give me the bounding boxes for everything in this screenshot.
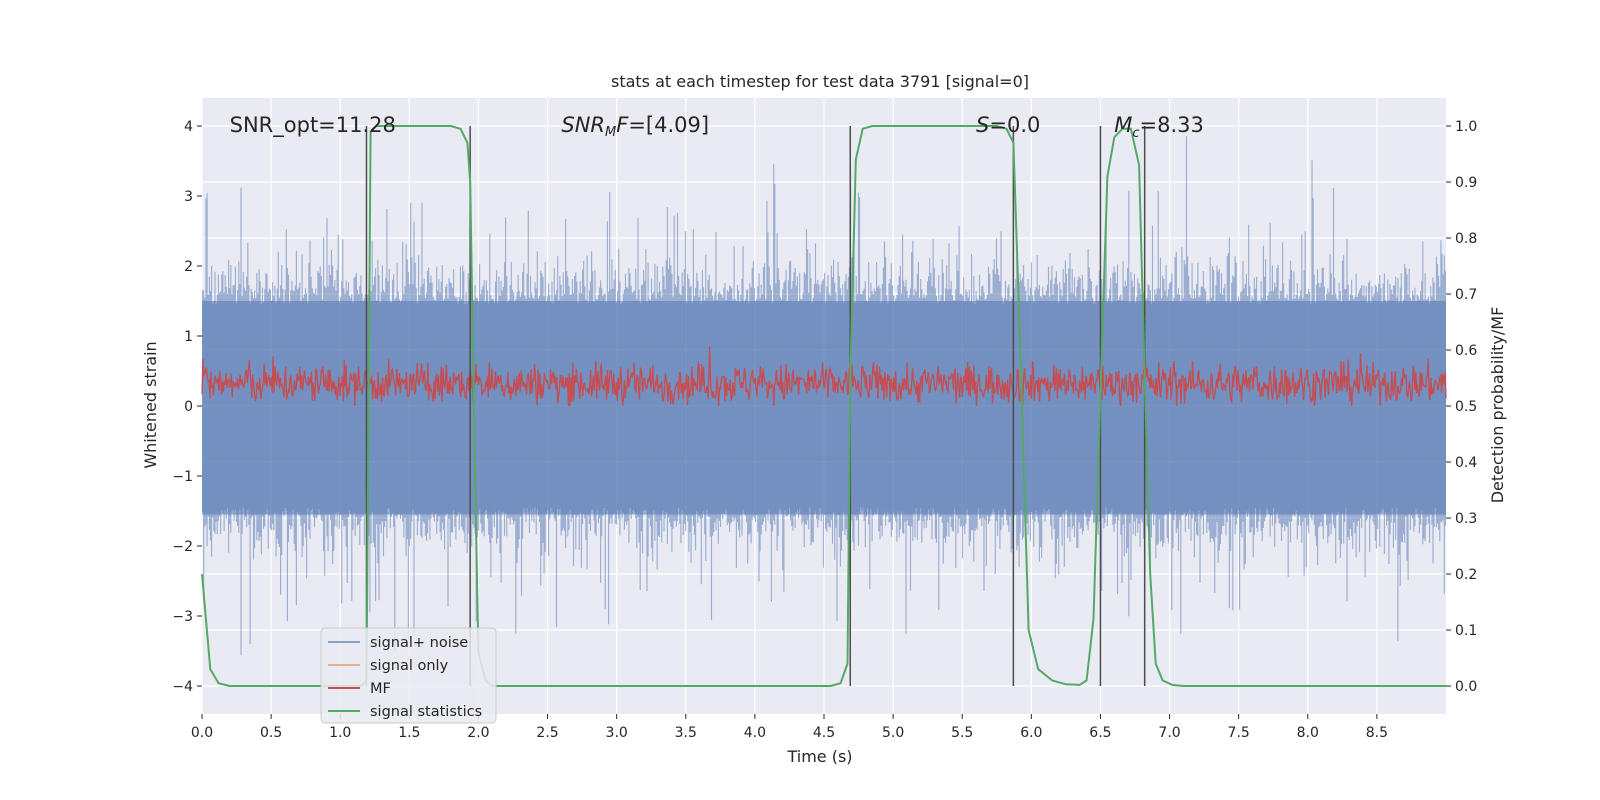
right-tick-label: 0.1	[1455, 623, 1477, 639]
left-tick-label: −4	[172, 679, 193, 695]
snr-mf-annotation: SNRMF=[4.09]	[561, 113, 709, 140]
x-tick-label: 0.5	[260, 725, 282, 741]
x-tick-label: 1.0	[329, 725, 351, 741]
left-tick-label: 4	[184, 119, 193, 135]
x-tick-label: 3.5	[675, 725, 697, 741]
right-tick-label: 1.0	[1455, 119, 1477, 135]
right-tick-label: 0.4	[1455, 455, 1477, 471]
mf-trace	[201, 346, 1447, 407]
left-tick-label: 3	[184, 189, 193, 205]
right-tick-label: 0.3	[1455, 511, 1477, 527]
y-axis-label: Whitened strain	[141, 341, 160, 468]
x-axis: 0.0 0.5 1.0 1.5 2.0 2.5 3.0 3.5 4.0 4.5 5.0 5.5 6.0 6…	[191, 714, 1388, 741]
right-tick-label: 0.6	[1455, 343, 1477, 359]
mc-annotation: Mc=8.33	[1114, 113, 1204, 141]
s-annotation: S=0.0	[976, 113, 1040, 137]
series-signal-statistics	[201, 125, 1446, 687]
snr-opt-annotation: SNR_opt=11.28	[230, 113, 396, 138]
right-tick-label: 0.9	[1455, 175, 1477, 191]
x-tick-label: 3.0	[606, 725, 628, 741]
left-tick-label: −1	[172, 469, 193, 485]
x-tick-label: 1.5	[398, 725, 420, 741]
right-tick-label: 0.2	[1455, 567, 1477, 583]
y-axis-label-right: Detection probability/MF	[1488, 307, 1507, 504]
left-tick-label: 1	[184, 329, 193, 345]
x-tick-label: 4.5	[813, 725, 835, 741]
x-tick-label: 5.5	[951, 725, 973, 741]
legend-label-signal-only: signal only	[370, 658, 449, 674]
series-signal-plus-noise	[202, 136, 1446, 656]
x-tick-label: 5.0	[882, 725, 904, 741]
chart-title: stats at each timestep for test data 379…	[611, 72, 1029, 91]
right-tick-label: 0.7	[1455, 287, 1477, 303]
right-tick-label: 0.8	[1455, 231, 1477, 247]
left-axis: 4 3 2 1 0 −1 −2 −3 −4	[172, 119, 202, 695]
left-tick-label: −2	[172, 539, 193, 555]
legend: signal+ noise signal only MF signal stat…	[320, 627, 497, 724]
series-mf	[201, 346, 1447, 407]
signal-statistics-trace	[201, 125, 1446, 687]
left-tick-label: 0	[184, 399, 193, 415]
right-tick-label: 0.0	[1455, 679, 1477, 695]
x-tick-label: 6.0	[1020, 725, 1042, 741]
legend-box	[320, 627, 497, 724]
signal-plus-noise-core	[202, 301, 1446, 515]
right-tick-label: 0.5	[1455, 399, 1477, 415]
x-axis-label: Time (s)	[786, 747, 852, 766]
x-tick-label: 2.0	[467, 725, 489, 741]
right-axis: 1.0 0.9 0.8 0.7 0.6 0.5 0.4 0.3 0.2 0.1 0.0	[1446, 119, 1477, 695]
legend-label-signal-plus-noise: signal+ noise	[370, 635, 468, 651]
left-tick-label: −3	[172, 609, 193, 625]
x-tick-label: 0.0	[191, 725, 213, 741]
annotations: SNR_opt=11.28 SNRMF=[4.09] S=0.0 Mc=8.33	[230, 113, 1204, 141]
legend-label-mf: MF	[370, 681, 391, 697]
x-tick-label: 4.0	[744, 725, 766, 741]
x-tick-label: 8.5	[1366, 725, 1388, 741]
x-tick-label: 7.5	[1228, 725, 1250, 741]
x-tick-label: 7.0	[1158, 725, 1180, 741]
left-tick-label: 2	[184, 259, 193, 275]
x-tick-label: 2.5	[536, 725, 558, 741]
x-tick-label: 6.5	[1089, 725, 1111, 741]
legend-label-signal-statistics: signal statistics	[370, 704, 482, 720]
x-tick-label: 8.0	[1297, 725, 1319, 741]
